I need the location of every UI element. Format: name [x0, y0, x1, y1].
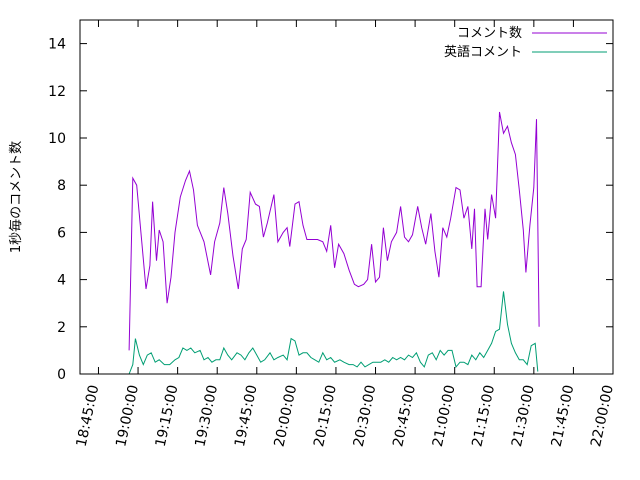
x-tick-label: 20:00:00	[272, 384, 301, 449]
y-tick-label: 6	[57, 225, 66, 241]
axis-ticks: 0 2 4 6 8 10 12 14 18:45:00 19:00:00 19:15:00 19:30…	[48, 20, 617, 448]
x-tick-label: 21:00:00	[430, 384, 459, 449]
y-tick-label: 8	[57, 178, 66, 194]
series-line-comments	[128, 111, 540, 351]
x-tick-label: 19:15:00	[153, 384, 182, 449]
legend: コメント数 英語コメント	[444, 26, 607, 60]
x-tick-label: 20:45:00	[390, 384, 419, 449]
legend-label-comments: コメント数	[457, 26, 522, 41]
y-axis-label: 1秒毎のコメント数	[8, 141, 24, 253]
x-tick-label: 19:30:00	[192, 384, 221, 449]
x-tick-label: 22:00:00	[588, 384, 617, 449]
series-lines	[128, 111, 540, 375]
y-tick-label: 2	[57, 320, 66, 336]
y-tick-label: 14	[48, 37, 66, 53]
x-tick-label: 21:15:00	[469, 384, 498, 449]
series-line-english-comments	[128, 291, 539, 375]
x-tick-label: 20:30:00	[351, 384, 380, 449]
x-tick-label: 18:45:00	[74, 384, 103, 449]
legend-label-english-comments: 英語コメント	[444, 44, 522, 60]
y-tick-label: 0	[57, 367, 66, 383]
x-tick-label: 21:30:00	[509, 384, 538, 449]
x-tick-label: 21:45:00	[549, 384, 578, 449]
y-tick-label: 12	[48, 84, 66, 100]
y-tick-label: 10	[48, 131, 66, 147]
x-tick-label: 19:45:00	[232, 384, 261, 449]
plot-frame	[79, 19, 614, 375]
x-tick-label: 19:00:00	[113, 384, 142, 449]
y-tick-label: 4	[57, 273, 66, 289]
x-tick-label: 20:15:00	[311, 384, 340, 449]
